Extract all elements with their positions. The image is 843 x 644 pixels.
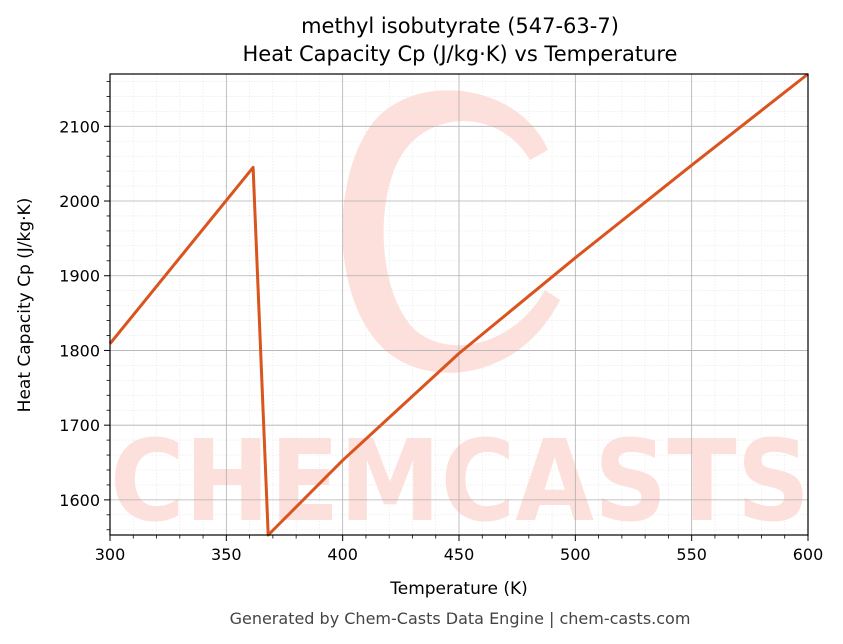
x-tick-label: 400 bbox=[327, 545, 358, 564]
x-axis-label: Temperature (K) bbox=[389, 579, 528, 599]
y-tick-label: 2000 bbox=[59, 192, 100, 211]
series-line bbox=[108, 72, 809, 537]
y-tick-label: 2100 bbox=[59, 117, 100, 136]
x-tick-label: 300 bbox=[95, 545, 126, 564]
y-axis-label: Heat Capacity Cp (J/kg·K) bbox=[15, 198, 35, 413]
x-tick-label: 350 bbox=[211, 545, 242, 564]
x-tick-label: 500 bbox=[560, 545, 591, 564]
footer-credit: Generated by Chem-Casts Data Engine | ch… bbox=[230, 609, 691, 628]
chart-subtitle: Heat Capacity Cp (J/kg·K) vs Temperature bbox=[243, 42, 678, 66]
chart-title: methyl isobutyrate (547-63-7) bbox=[301, 14, 619, 38]
axis-ticks bbox=[104, 81, 809, 541]
x-tick-labels: 300 350 400 450 500 550 600 bbox=[95, 545, 824, 564]
y-tick-label: 1700 bbox=[59, 416, 100, 435]
y-tick-label: 1800 bbox=[59, 341, 100, 360]
y-tick-labels: 1600 1700 1800 1900 2000 2100 bbox=[59, 117, 100, 510]
x-tick-label: 600 bbox=[793, 545, 824, 564]
watermark-logo-arc bbox=[342, 90, 560, 373]
y-tick-label: 1600 bbox=[59, 491, 100, 510]
watermark-text: CHEMCASTS bbox=[110, 417, 810, 547]
chemcasts-watermark: CHEMCASTS bbox=[110, 90, 810, 547]
x-tick-label: 450 bbox=[444, 545, 475, 564]
x-tick-label: 550 bbox=[676, 545, 707, 564]
y-tick-label: 1900 bbox=[59, 267, 100, 286]
